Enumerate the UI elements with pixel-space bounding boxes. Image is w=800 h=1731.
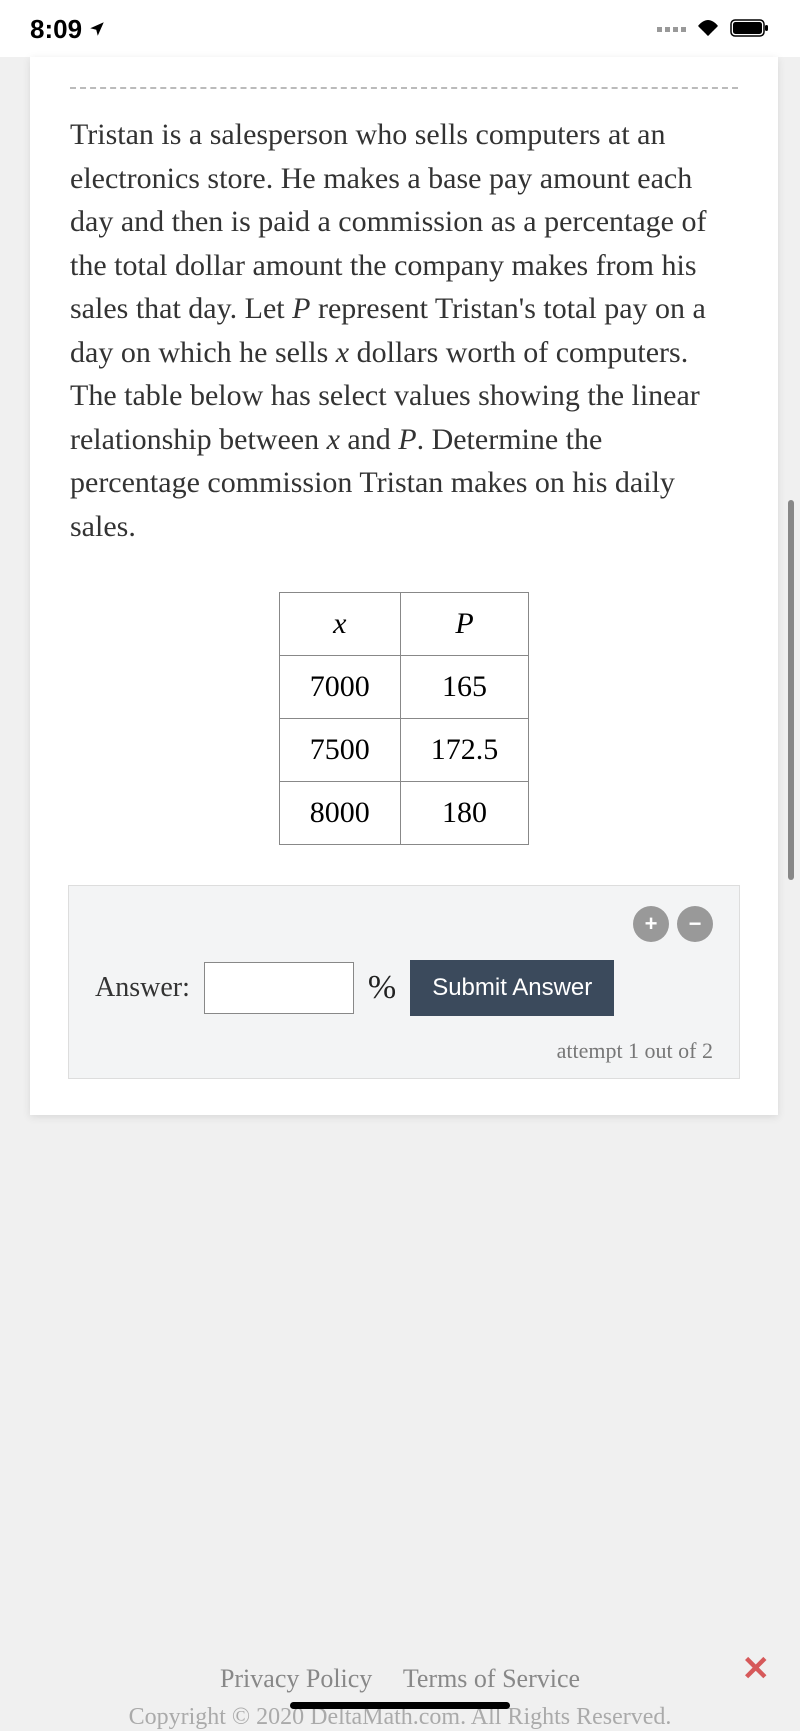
cell: 172.5 bbox=[400, 719, 529, 782]
page-content: Tristan is a salesperson who sells compu… bbox=[0, 57, 800, 1115]
cell: 165 bbox=[400, 656, 529, 719]
table-header-row: x P bbox=[279, 593, 529, 656]
percent-unit: % bbox=[368, 969, 396, 1007]
wifi-icon bbox=[696, 14, 720, 45]
footer-links: Privacy Policy Terms of Service bbox=[0, 1664, 800, 1694]
answer-controls: + − bbox=[95, 906, 713, 942]
var-P: P bbox=[292, 292, 310, 325]
footer: Privacy Policy Terms of Service Copyrigh… bbox=[0, 1654, 800, 1731]
table-row: 7500 172.5 bbox=[279, 719, 529, 782]
status-right bbox=[657, 14, 770, 45]
terms-link[interactable]: Terms of Service bbox=[403, 1664, 580, 1693]
status-left: 8:09 bbox=[30, 14, 106, 45]
answer-row: Answer: % Submit Answer bbox=[95, 960, 713, 1016]
scroll-indicator[interactable] bbox=[788, 500, 794, 880]
data-table: x P 7000 165 7500 172.5 8000 180 bbox=[279, 592, 530, 845]
zoom-in-button[interactable]: + bbox=[633, 906, 669, 942]
answer-input[interactable] bbox=[204, 962, 354, 1014]
col-x: x bbox=[279, 593, 400, 656]
attempt-counter: attempt 1 out of 2 bbox=[95, 1038, 713, 1064]
var-x2: x bbox=[327, 423, 340, 456]
var-x: x bbox=[336, 336, 349, 369]
battery-icon bbox=[730, 14, 770, 45]
status-time: 8:09 bbox=[30, 14, 82, 45]
answer-panel: + − Answer: % Submit Answer attempt 1 ou… bbox=[68, 885, 740, 1079]
submit-answer-button[interactable]: Submit Answer bbox=[410, 960, 614, 1016]
cellular-signal-icon bbox=[657, 27, 686, 32]
cell: 180 bbox=[400, 782, 529, 845]
home-indicator[interactable] bbox=[290, 1702, 510, 1709]
status-bar: 8:09 bbox=[0, 0, 800, 57]
col-P: P bbox=[400, 593, 529, 656]
cell: 7000 bbox=[279, 656, 400, 719]
zoom-out-button[interactable]: − bbox=[677, 906, 713, 942]
privacy-link[interactable]: Privacy Policy bbox=[220, 1664, 372, 1693]
location-icon bbox=[88, 14, 106, 45]
section-divider bbox=[70, 87, 738, 89]
plus-icon: + bbox=[645, 911, 658, 937]
problem-text: Tristan is a salesperson who sells compu… bbox=[70, 113, 738, 548]
answer-label: Answer: bbox=[95, 972, 190, 1004]
table-row: 7000 165 bbox=[279, 656, 529, 719]
problem-card: Tristan is a salesperson who sells compu… bbox=[30, 57, 778, 1115]
minus-icon: − bbox=[689, 911, 702, 937]
close-icon[interactable]: ✕ bbox=[742, 1649, 771, 1689]
cell: 8000 bbox=[279, 782, 400, 845]
var-P2: P bbox=[398, 423, 416, 456]
cell: 7500 bbox=[279, 719, 400, 782]
table-row: 8000 180 bbox=[279, 782, 529, 845]
problem-part-3: and bbox=[340, 423, 398, 456]
